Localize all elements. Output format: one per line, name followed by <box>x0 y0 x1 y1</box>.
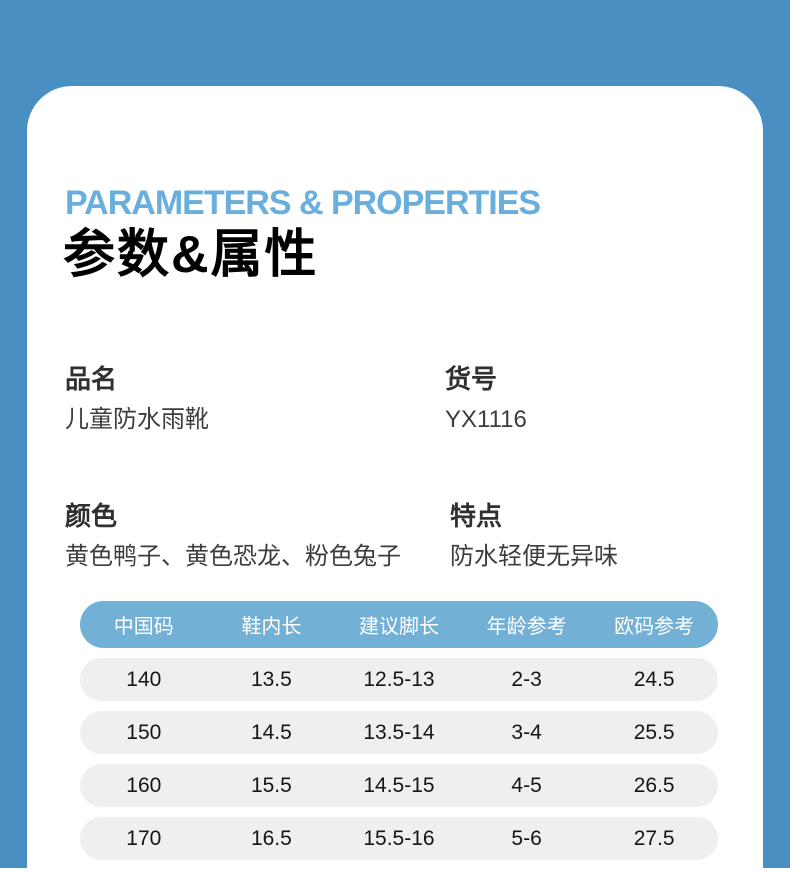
color-label: 颜色 <box>65 501 118 531</box>
column-header-suggested-foot-length: 建议脚长 <box>358 616 439 638</box>
table-row: 170 16.5 15.5-16 5-6 27.5 <box>80 817 718 860</box>
table-cell: 25.5 <box>633 720 675 744</box>
table-cell: 14.5-15 <box>363 773 435 797</box>
item-number-label: 货号 <box>445 364 498 394</box>
field-item-number: 货号 YX1116 <box>445 362 527 434</box>
table-row: 140 13.5 12.5-13 2-3 24.5 <box>80 658 718 701</box>
table-row: 150 14.5 13.5-14 3-4 25.5 <box>80 711 718 754</box>
section-title-chinese: 参数&属性 <box>63 226 319 284</box>
size-table: 中国码 鞋内长 建议脚长 年龄参考 欧码参考 140 13.5 12.5-13 … <box>80 601 718 860</box>
table-cell: 3-4 <box>511 720 542 744</box>
column-header-cn-size: 中国码 <box>113 616 174 638</box>
table-cell: 170 <box>126 826 162 850</box>
table-cell: 140 <box>126 667 162 691</box>
table-cell: 15.5 <box>250 773 292 797</box>
color-value: 黄色鸭子、黄色恐龙、粉色兔子 <box>65 543 401 570</box>
table-cell: 150 <box>126 720 162 744</box>
table-cell: 4-5 <box>511 773 542 797</box>
table-cell: 2-3 <box>511 667 542 691</box>
field-product-name: 品名 儿童防水雨靴 <box>65 362 209 434</box>
table-row: 160 15.5 14.5-15 4-5 26.5 <box>80 764 718 807</box>
table-cell: 24.5 <box>633 667 675 691</box>
table-cell: 13.5-14 <box>363 720 435 744</box>
field-color: 颜色 黄色鸭子、黄色恐龙、粉色兔子 <box>65 499 401 571</box>
column-header-age-reference: 年龄参考 <box>486 616 567 638</box>
field-features: 特点 防水轻便无异味 <box>450 499 618 571</box>
table-cell: 12.5-13 <box>363 667 435 691</box>
table-cell: 13.5 <box>250 667 292 691</box>
size-table-header-row: 中国码 鞋内长 建议脚长 年龄参考 欧码参考 <box>80 601 718 648</box>
features-label: 特点 <box>450 501 503 531</box>
table-cell: 26.5 <box>633 773 675 797</box>
table-cell: 16.5 <box>250 826 292 850</box>
product-name-label: 品名 <box>65 364 118 394</box>
table-cell: 27.5 <box>633 826 675 850</box>
parameters-card: PARAMETERS & PROPERTIES 参数&属性 品名 儿童防水雨靴 … <box>27 86 763 874</box>
item-number-value: YX1116 <box>445 406 527 433</box>
table-cell: 14.5 <box>250 720 292 744</box>
column-header-eu-size-reference: 欧码参考 <box>614 616 695 638</box>
table-cell: 5-6 <box>511 826 542 850</box>
table-cell: 15.5-16 <box>363 826 435 850</box>
table-cell: 160 <box>126 773 162 797</box>
product-name-value: 儿童防水雨靴 <box>65 406 209 433</box>
column-header-insole-length: 鞋内长 <box>241 616 302 638</box>
section-title-english: PARAMETERS & PROPERTIES <box>65 184 541 222</box>
features-value: 防水轻便无异味 <box>450 543 618 570</box>
